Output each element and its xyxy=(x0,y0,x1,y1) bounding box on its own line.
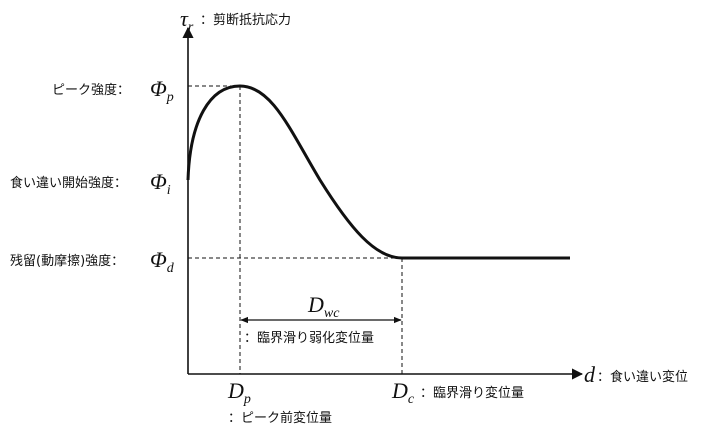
dp-label: ：ピーク前変位量 xyxy=(228,410,332,426)
peak-strength-label: ピーク強度： xyxy=(52,82,130,98)
y-axis-label: ：剪断抵抗応力 xyxy=(200,12,291,28)
y-axis-symbol: τr xyxy=(180,6,194,35)
x-axis-label: ：食い違い変位 xyxy=(597,369,688,385)
dwc-symbol: Dwc xyxy=(307,292,340,321)
dwc-label: ：臨界滑り弱化変位量 xyxy=(244,330,374,346)
peak-strength-symbol: Φp xyxy=(150,76,174,105)
initial-strength-symbol: Φi xyxy=(150,169,171,198)
initial-strength-label: 食い違い開始強度： xyxy=(10,175,127,191)
x-axis-symbol: d xyxy=(584,362,596,387)
dp-symbol: Dp xyxy=(227,378,251,407)
dc-symbol: Dc xyxy=(391,378,415,407)
residual-strength-label: 残留(動摩擦)強度： xyxy=(10,253,124,269)
dc-label: ：臨界滑り変位量 xyxy=(420,385,524,401)
residual-strength-symbol: Φd xyxy=(150,247,175,276)
shear-stress-curve xyxy=(186,84,570,260)
